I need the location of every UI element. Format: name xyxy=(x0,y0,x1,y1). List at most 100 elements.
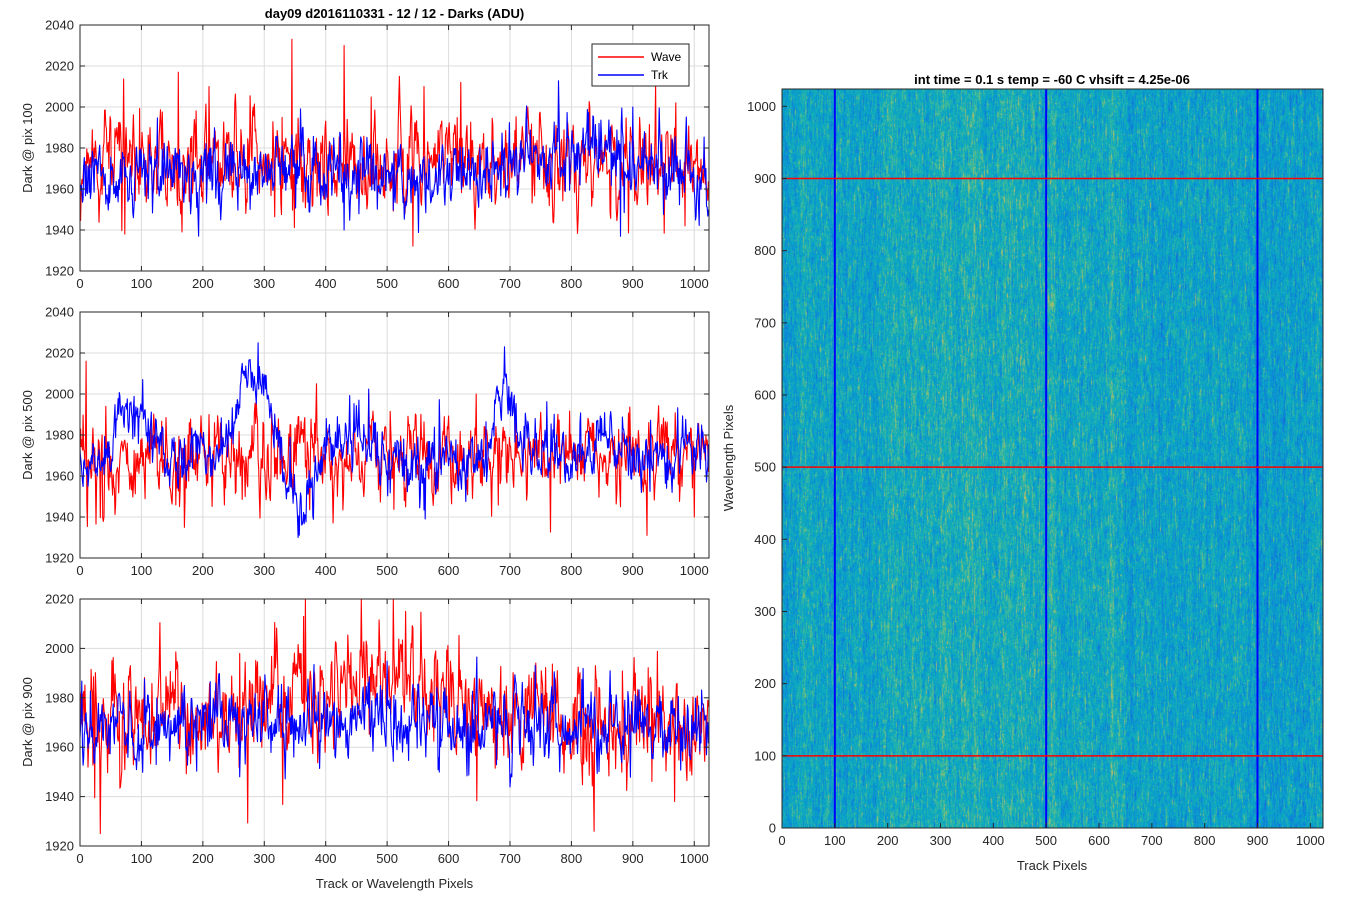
legend-label-trk: Trk xyxy=(651,68,669,82)
x-tick-label: 100 xyxy=(824,833,846,848)
y-tick-label: 700 xyxy=(754,315,776,330)
x-axis-label: Track or Wavelength Pixels xyxy=(316,876,474,891)
y-tick-label: 2020 xyxy=(45,592,74,607)
x-tick-label: 700 xyxy=(1141,833,1163,848)
x-tick-label: 900 xyxy=(622,851,644,866)
y-tick-label: 2020 xyxy=(45,346,74,361)
y-tick-label: 1980 xyxy=(45,428,74,443)
ticks: 0 100 200 300 400 500 600 700 800 900 1000 1920 1940… xyxy=(45,592,709,866)
y-tick-label: 2000 xyxy=(45,387,74,402)
axes-box xyxy=(781,88,1324,829)
heatmap-panel: int time = 0.1 s temp = -60 C vhsift = 4… xyxy=(721,72,1325,873)
x-tick-label: 300 xyxy=(253,563,275,578)
x-tick-label: 600 xyxy=(1088,833,1110,848)
ticks: 0 100 200 300 400 500 600 700 800 900 1000 0 100 200 3… xyxy=(747,99,1325,848)
x-tick-label: 100 xyxy=(131,851,153,866)
x-tick-label: 700 xyxy=(499,276,521,291)
plot-dark-pix-900: 0 100 200 300 400 500 600 700 800 900 1000 1920 1940… xyxy=(20,592,710,891)
series-lines xyxy=(79,38,709,247)
series-trk-line xyxy=(79,656,709,788)
y-tick-label: 2040 xyxy=(45,18,74,33)
x-tick-label: 200 xyxy=(192,851,214,866)
series-lines xyxy=(79,342,709,539)
pixel-markers xyxy=(782,89,1323,828)
x-tick-label: 1000 xyxy=(680,276,709,291)
axes-box xyxy=(79,598,710,847)
x-tick-label: 300 xyxy=(930,833,952,848)
x-tick-label: 200 xyxy=(192,276,214,291)
x-tick-label: 300 xyxy=(253,851,275,866)
x-tick-label: 300 xyxy=(253,276,275,291)
x-tick-label: 600 xyxy=(438,563,460,578)
ticks: 0 100 200 300 400 500 600 700 800 900 1000 1920 1940… xyxy=(45,305,709,578)
x-tick-label: 900 xyxy=(622,276,644,291)
x-tick-label: 400 xyxy=(315,276,337,291)
heatmap-image xyxy=(782,89,1323,828)
x-tick-label: 800 xyxy=(561,563,583,578)
x-tick-label: 700 xyxy=(499,851,521,866)
x-tick-label: 900 xyxy=(1247,833,1269,848)
y-tick-label: 1960 xyxy=(45,740,74,755)
x-tick-label: 500 xyxy=(376,563,398,578)
y-tick-label: 200 xyxy=(754,676,776,691)
x-axis-label: Track Pixels xyxy=(1017,858,1088,873)
y-tick-label: 1940 xyxy=(45,789,74,804)
x-tick-label: 400 xyxy=(315,563,337,578)
x-tick-label: 800 xyxy=(561,276,583,291)
y-tick-label: 1000 xyxy=(747,99,776,114)
x-tick-label: 1000 xyxy=(1296,833,1325,848)
x-tick-label: 900 xyxy=(622,563,644,578)
x-tick-label: 100 xyxy=(131,563,153,578)
x-tick-label: 800 xyxy=(561,851,583,866)
y-tick-label: 1980 xyxy=(45,690,74,705)
y-tick-label: 2000 xyxy=(45,641,74,656)
y-tick-label: 400 xyxy=(754,532,776,547)
x-tick-label: 0 xyxy=(76,851,83,866)
y-tick-label: 2000 xyxy=(45,100,74,115)
x-tick-label: 500 xyxy=(1035,833,1057,848)
y-tick-label: 1920 xyxy=(45,551,74,566)
y-tick-label: 1920 xyxy=(45,264,74,279)
y-tick-label: 600 xyxy=(754,387,776,402)
y-tick-label: 1960 xyxy=(45,182,74,197)
y-tick-label: 100 xyxy=(754,748,776,763)
x-tick-label: 400 xyxy=(315,851,337,866)
y-axis-label: Dark @ pix 900 xyxy=(20,677,35,767)
x-tick-label: 600 xyxy=(438,851,460,866)
y-tick-label: 900 xyxy=(754,171,776,186)
x-tick-label: 0 xyxy=(76,276,83,291)
plot-dark-pix-100: 0 100 200 300 400 500 600 700 800 900 1000 1920 1940… xyxy=(20,18,710,291)
y-tick-label: 1920 xyxy=(45,839,74,854)
y-tick-label: 800 xyxy=(754,243,776,258)
x-tick-label: 400 xyxy=(982,833,1004,848)
x-tick-label: 1000 xyxy=(680,563,709,578)
x-tick-label: 800 xyxy=(1194,833,1216,848)
x-tick-label: 200 xyxy=(192,563,214,578)
series-trk-line xyxy=(79,342,709,539)
series-trk-line xyxy=(79,80,709,237)
x-tick-label: 600 xyxy=(438,276,460,291)
y-tick-label: 1980 xyxy=(45,141,74,156)
y-tick-label: 0 xyxy=(769,821,776,836)
plot-dark-pix-500: 0 100 200 300 400 500 600 700 800 900 1000 1920 1940… xyxy=(20,305,710,578)
y-tick-label: 1940 xyxy=(45,510,74,525)
y-tick-label: 1940 xyxy=(45,223,74,238)
x-tick-label: 1000 xyxy=(680,851,709,866)
y-axis-label: Dark @ pix 100 xyxy=(20,103,35,193)
y-tick-label: 1960 xyxy=(45,469,74,484)
x-tick-label: 0 xyxy=(76,563,83,578)
x-tick-label: 500 xyxy=(376,851,398,866)
y-tick-label: 500 xyxy=(754,460,776,475)
y-tick-label: 300 xyxy=(754,604,776,619)
series-wave-line xyxy=(79,360,709,536)
legend: Wave Trk xyxy=(591,43,690,87)
heatmap-title: int time = 0.1 s temp = -60 C vhsift = 4… xyxy=(914,72,1190,87)
legend-label-wave: Wave xyxy=(651,50,682,64)
x-tick-label: 200 xyxy=(877,833,899,848)
y-tick-label: 2020 xyxy=(45,59,74,74)
ticks: 0 100 200 300 400 500 600 700 800 900 1000 1920 1940… xyxy=(45,18,709,291)
series-lines xyxy=(79,598,709,835)
y-tick-label: 2040 xyxy=(45,305,74,320)
y-axis-label: Wavelength Pixels xyxy=(721,404,736,511)
